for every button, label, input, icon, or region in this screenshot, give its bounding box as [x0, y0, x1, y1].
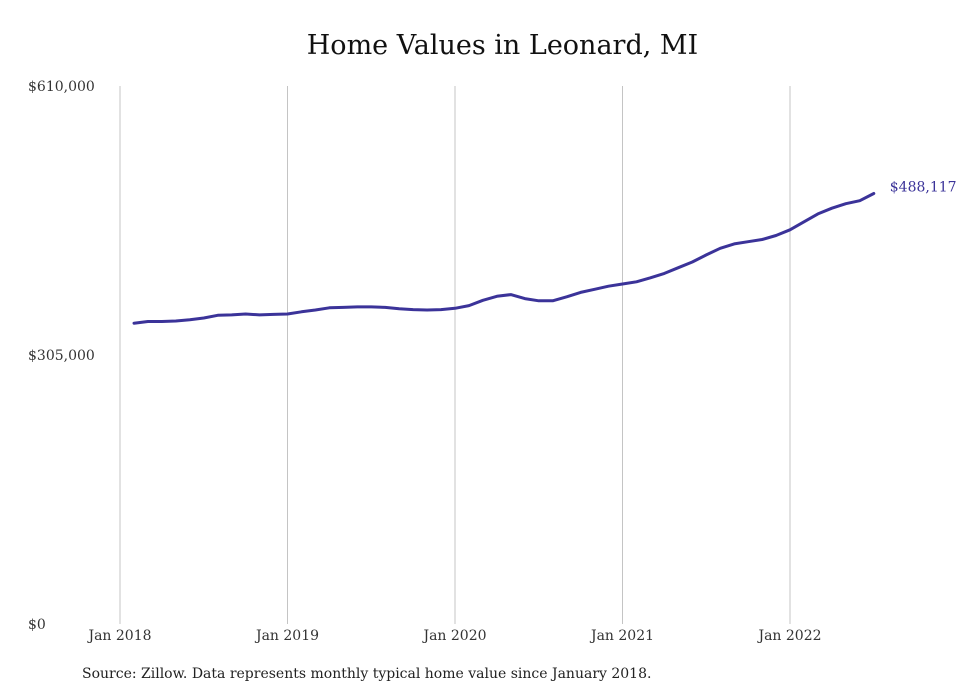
y-tick-label: $610,000 [28, 79, 95, 95]
last-value-label: $488,117 [890, 179, 957, 195]
y-tick-label: $0 [28, 617, 46, 633]
home-value-line [132, 192, 876, 325]
x-axis-ticks: Jan 2018 Jan 2019 Jan 2020 Jan 2021 Jan 2022 [86, 628, 821, 644]
y-axis-ticks: $610,000 $305,000 $0 [28, 79, 95, 633]
x-tick-label: Jan 2020 [421, 628, 486, 644]
source-note: Source: Zillow. Data represents monthly … [82, 666, 652, 682]
gridlines [119, 86, 791, 624]
chart-title: Home Values in Leonard, MI [306, 30, 699, 61]
x-tick-label: Jan 2018 [86, 628, 151, 644]
x-tick-label: Jan 2022 [756, 628, 821, 644]
x-tick-label: Jan 2021 [589, 628, 654, 644]
y-tick-label: $305,000 [28, 348, 95, 364]
x-tick-label: Jan 2019 [254, 628, 319, 644]
